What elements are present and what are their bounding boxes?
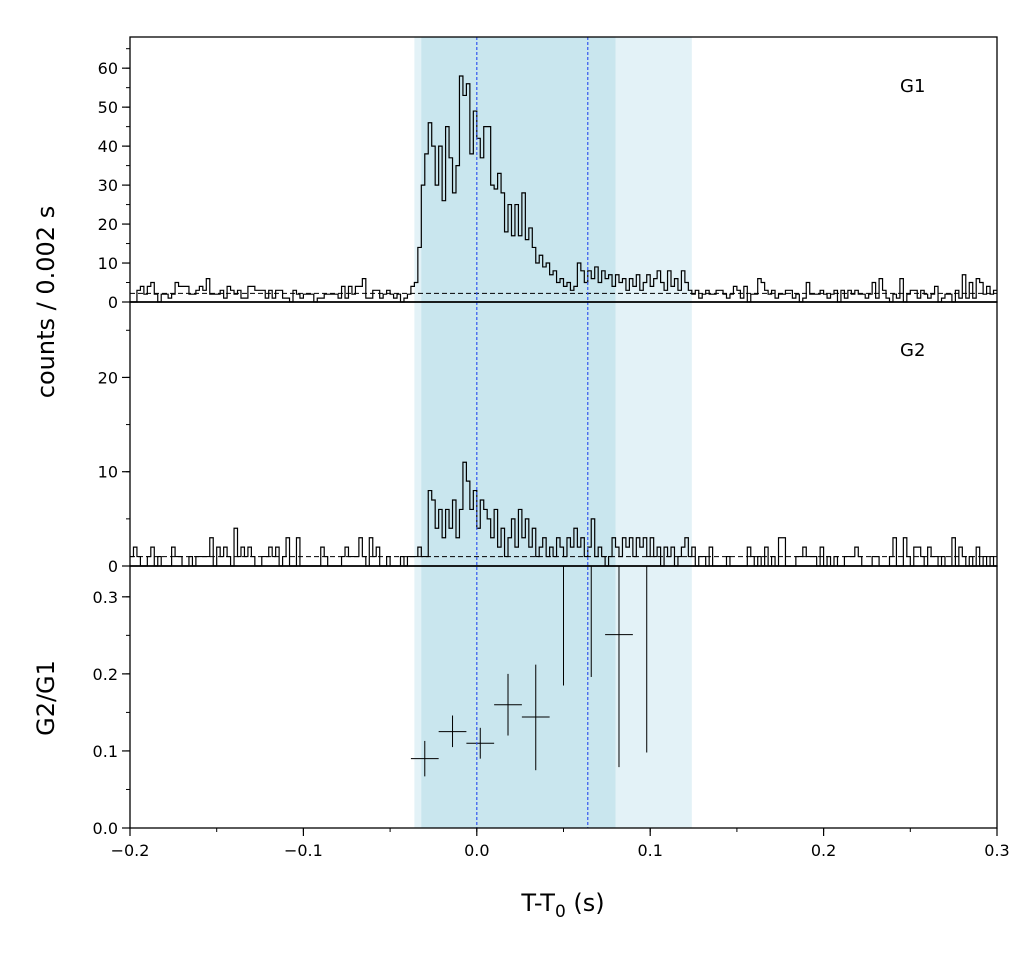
data-series: [130, 75, 997, 777]
shaded-region-1: [421, 37, 616, 828]
y-tick-label: 0: [108, 293, 118, 312]
panel-label-g2: G2: [900, 340, 925, 361]
reference-lines: [476, 37, 589, 828]
ratio-point-0: [410, 740, 439, 777]
y-tick-label: 0.0: [93, 819, 118, 838]
y-tick-label: 0.2: [93, 665, 118, 684]
x-tick-label: 0.3: [984, 841, 1009, 860]
y-tick-label: 60: [98, 59, 118, 78]
shaded-intervals: [414, 37, 692, 828]
x-tick-label: −0.1: [284, 841, 323, 860]
x-tick-label: 0.1: [637, 841, 662, 860]
x-tick-label: −0.2: [111, 841, 150, 860]
y-tick-label: 0.3: [93, 588, 118, 607]
panel-label-g1: G1: [900, 76, 925, 97]
axes: 0 10 20 30 40 50 60 0 10 20 0.0 0.1 0.2 0.3 −0.2 −0.1 0.…: [93, 36, 1010, 860]
ylabel-ratio: G2/G1: [32, 660, 60, 736]
ratio-point-4: [521, 664, 550, 771]
y-tick-label: 0.1: [93, 742, 118, 761]
xlabel: T-T0 (s): [520, 889, 604, 922]
ratio-point-2: [466, 727, 495, 759]
y-tick-label: 10: [98, 254, 118, 273]
ratio-point-1: [438, 715, 467, 748]
xlabel-subscript: 0: [555, 902, 566, 922]
x-tick-label: 0.2: [811, 841, 836, 860]
histogram-g1: [130, 75, 997, 303]
y-tick-label: 40: [98, 137, 118, 156]
x-tick-label: 0.0: [464, 841, 489, 860]
y-tick-label: 0: [108, 557, 118, 576]
ratio-point-7: [605, 566, 633, 768]
y-tick-label: 50: [98, 98, 118, 117]
y-tick-label: 10: [98, 463, 118, 482]
y-tick-label: 20: [98, 368, 118, 387]
y-tick-label: 20: [98, 215, 118, 234]
y-tick-label: 30: [98, 176, 118, 195]
xlabel-main: T-T: [520, 889, 555, 917]
ylabel-counts: counts / 0.002 s: [32, 206, 60, 398]
xlabel-unit: (s): [566, 889, 605, 917]
ratio-point-3: [494, 673, 522, 736]
